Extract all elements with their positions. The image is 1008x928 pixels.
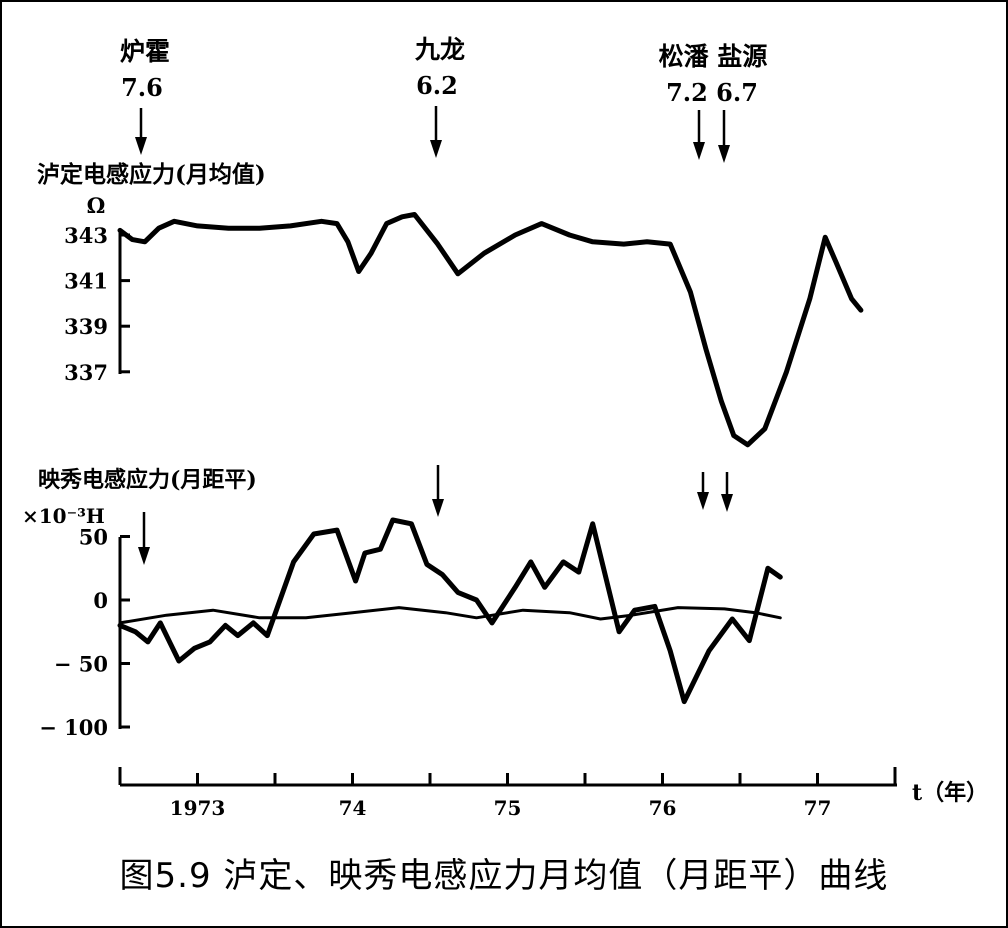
lower-y-unit: ×10⁻³H	[22, 504, 105, 528]
upper-y-unit: Ω	[87, 193, 106, 218]
x-axis-label: t（年）	[912, 780, 988, 806]
event-mag-songpan-yanyuan: 7.2 6.7	[666, 78, 758, 107]
lower-trend-line	[118, 606, 782, 625]
upper-y-tick-label: 337	[64, 360, 108, 385]
event-labels: 炉霍 7.6 九龙 6.2 松潘 盐源 7.2 6.7	[120, 35, 767, 107]
x-tick-label: 74	[339, 796, 367, 820]
upper-y-axis: 343 341 339 337	[64, 223, 130, 385]
lower-y-axis: 50 0 − 50 − 100	[39, 525, 130, 740]
event-name-luhuo: 炉霍	[120, 37, 170, 66]
upper-series-line	[117, 212, 864, 448]
event-mag-jiulong: 6.2	[416, 71, 458, 100]
lower-chart-title: 映秀电感应力(月距平)	[38, 467, 257, 493]
upper-y-tick-label: 343	[64, 223, 108, 248]
lower-y-tick-label: − 100	[39, 715, 108, 740]
time-axis: 1973 74 75 76 77	[118, 767, 897, 820]
upper-y-tick-label: 339	[64, 314, 108, 339]
x-tick-label: 1973	[170, 796, 226, 820]
x-tick-label: 76	[649, 796, 677, 820]
event-name-jiulong: 九龙	[414, 35, 465, 64]
event-arrows	[135, 106, 733, 565]
x-tick-label: 75	[494, 796, 522, 820]
event-mag-luhuo: 7.6	[121, 73, 163, 102]
figure-caption: 图5.9 泸定、映秀电感应力月均值（月距平）曲线	[119, 856, 889, 896]
lower-series-line	[117, 517, 783, 705]
lower-y-tick-label: 0	[93, 588, 108, 613]
lower-y-tick-label: − 50	[54, 652, 108, 677]
event-name-songpan-yanyuan: 松潘 盐源	[659, 42, 768, 71]
lower-y-tick-label: 50	[79, 525, 108, 550]
upper-y-tick-label: 341	[64, 269, 108, 294]
x-tick-label: 77	[804, 796, 832, 820]
upper-chart-title: 泸定电感应力(月均值)	[37, 161, 266, 188]
